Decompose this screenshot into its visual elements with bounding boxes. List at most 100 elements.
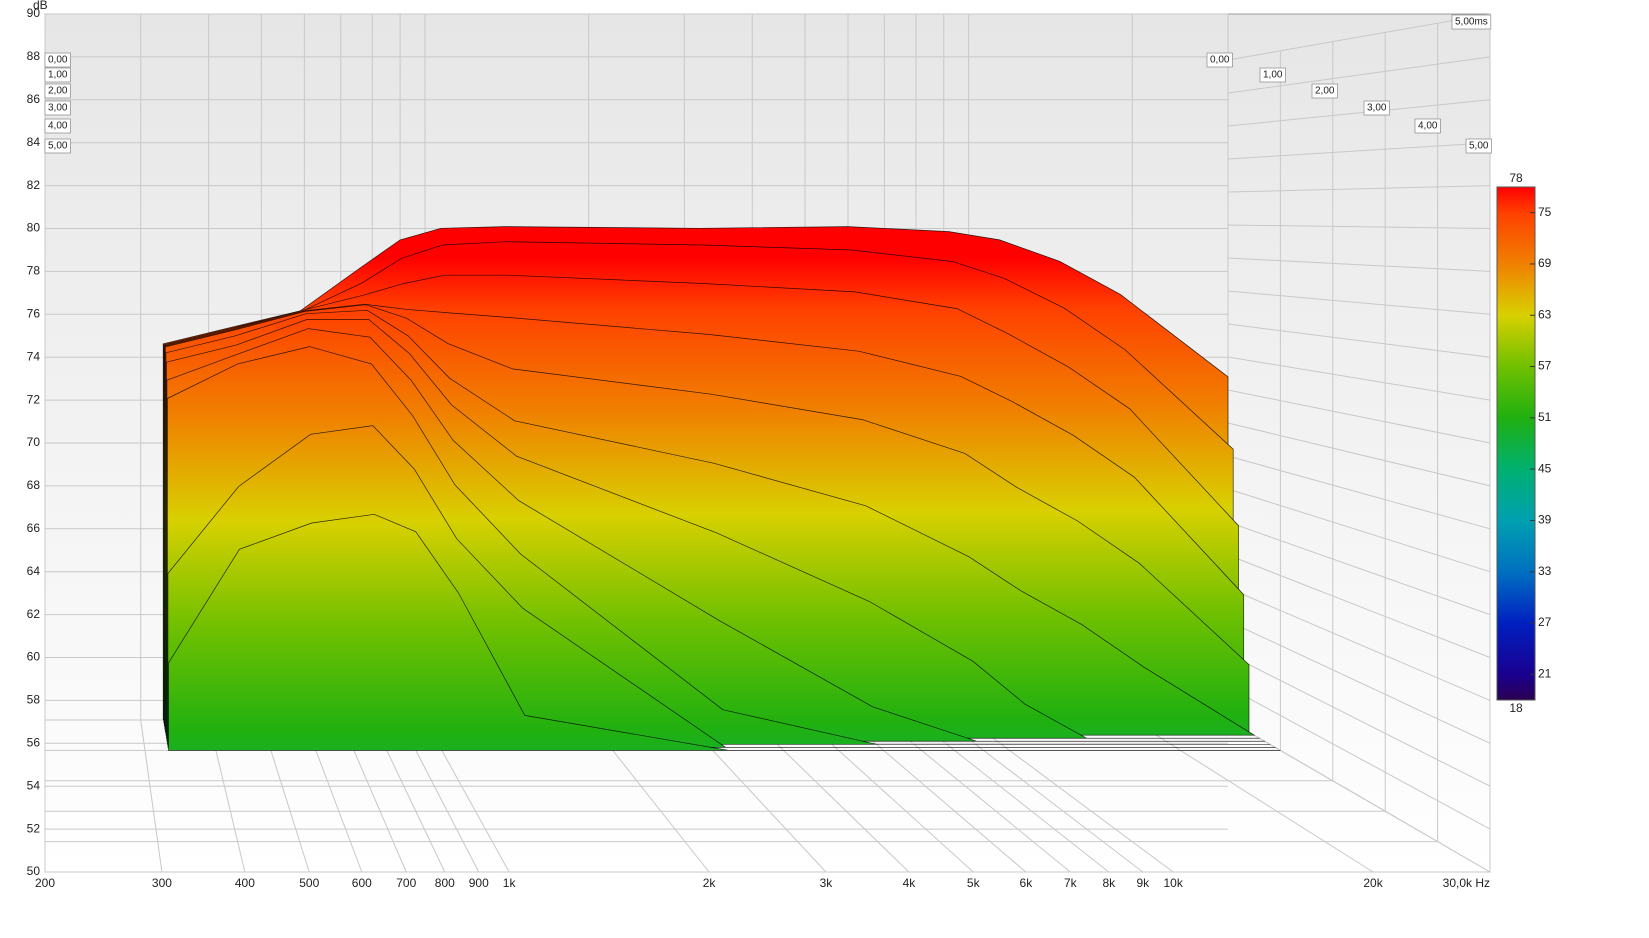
floor-grid-line: [804, 719, 974, 873]
colorbar-tick-label: 57: [1538, 359, 1552, 373]
wall-grid-line: [1227, 620, 1491, 744]
colorbar-tick-label: 69: [1538, 256, 1552, 270]
wall-grid-line: [1227, 422, 1491, 487]
time-label-box: [44, 118, 71, 134]
y-tick-label: 60: [27, 650, 41, 664]
x-tick-label: 8k: [1102, 876, 1116, 890]
x-tick-label: 900: [469, 876, 489, 890]
wall-grid-line: [1227, 488, 1491, 573]
time-tick-label: 2,00: [1315, 86, 1335, 97]
x-tick-label: 9k: [1136, 876, 1150, 890]
x-tick-label: 10k: [1163, 876, 1183, 890]
wall-grid-line: [1227, 389, 1491, 444]
wall-grid-line: [1227, 224, 1491, 229]
floor-grid-line: [140, 719, 163, 873]
y-tick-label: 88: [27, 49, 41, 63]
x-tick-label: 3k: [820, 876, 834, 890]
time-label-box: [1414, 118, 1441, 134]
floor-grid-line: [943, 719, 1144, 873]
time-label-box: [1259, 67, 1286, 83]
colorbar-tick-label: 39: [1538, 513, 1552, 527]
time-label-box: [44, 100, 71, 116]
y-tick-label: 84: [27, 135, 41, 149]
wall-grid-line: [1227, 99, 1491, 127]
x-tick-label: 7k: [1064, 876, 1078, 890]
y-tick-label: 82: [27, 178, 41, 192]
colorbar-tick-label: 33: [1538, 564, 1552, 578]
time-tick-label: 5,00ms: [1455, 17, 1488, 28]
floor-grid-line: [1132, 719, 1374, 873]
colorbar-tick-label: 21: [1538, 667, 1552, 681]
time-label-box: [1311, 83, 1338, 99]
x-tick-label: 2k: [703, 876, 717, 890]
time-tick-label: 0,00: [48, 55, 68, 66]
colorbar-tick-label: 45: [1538, 461, 1552, 475]
y-tick-label: 56: [27, 735, 41, 749]
y-tick-label: 80: [27, 221, 41, 235]
colorbar-tick-label: 75: [1538, 205, 1552, 219]
colorbar-tick-label: 63: [1538, 307, 1552, 321]
colorbar-tick-label: 27: [1538, 615, 1552, 629]
y-tick-label: 62: [27, 607, 41, 621]
slice: [168, 513, 1281, 751]
wall-grid-line: [1227, 554, 1491, 658]
wall-grid-line: [1227, 257, 1491, 272]
colorbar-tick-label: 18: [1509, 701, 1523, 715]
wall-grid-line: [1227, 323, 1491, 358]
wall-grid-line: [1227, 587, 1491, 701]
y-axis-label: dB: [33, 0, 48, 12]
time-label-box: [44, 52, 71, 68]
x-tick-label: 700: [396, 876, 416, 890]
floor-grid-line: [884, 719, 1071, 873]
x-tick-label: 500: [299, 876, 319, 890]
floor-grid-line: [1227, 719, 1491, 873]
time-tick-label: 1,00: [48, 70, 68, 81]
wall-grid-line: [1227, 356, 1491, 401]
y-tick-label: 72: [27, 392, 41, 406]
colorbar-tick-label: 51: [1538, 410, 1552, 424]
time-tick-label: 4,00: [1418, 121, 1438, 132]
x-tick-label: 4k: [903, 876, 917, 890]
y-tick-label: 74: [27, 349, 41, 363]
wall-grid-line: [1227, 653, 1491, 787]
x-tick-label: 6k: [1020, 876, 1034, 890]
x-tick-label: 600: [352, 876, 372, 890]
time-label-box: [44, 67, 71, 83]
y-tick-label: 54: [27, 778, 41, 792]
floor-grid-line: [915, 719, 1110, 873]
time-label-box: [1363, 100, 1390, 116]
y-tick-label: 78: [27, 264, 41, 278]
time-tick-label: 3,00: [48, 103, 68, 114]
wall-grid-line: [1227, 13, 1491, 61]
time-tick-label: 0,00: [1210, 55, 1230, 66]
wall-grid-line: [1227, 686, 1491, 830]
y-tick-label: 70: [27, 435, 41, 449]
colorbar: [1496, 186, 1536, 701]
wall-grid-line: [1227, 142, 1491, 160]
wall-grid-line: [1227, 290, 1491, 315]
y-tick-label: 52: [27, 821, 41, 835]
wall-grid-line: [1227, 185, 1491, 193]
x-tick-label: 400: [235, 876, 255, 890]
wall-grid-line: [1227, 56, 1491, 94]
wall-grid-line: [1227, 521, 1491, 616]
floor-grid-line: [847, 719, 1027, 873]
y-tick-label: 86: [27, 92, 41, 106]
time-label-box: [1451, 14, 1492, 30]
wall-grid-line: [1227, 455, 1491, 530]
floor-grid-line: [751, 719, 910, 873]
y-tick-label: 58: [27, 693, 41, 707]
time-tick-label: 1,00: [1263, 70, 1283, 81]
y-tick-label: 66: [27, 521, 41, 535]
colorbar-tick-label: 78: [1509, 171, 1523, 185]
y-tick-label: 50: [27, 864, 41, 878]
y-tick-label: 90: [27, 6, 41, 20]
x-tick-label: 5k: [967, 876, 981, 890]
floor-grid-line: [968, 719, 1174, 873]
x-tick-label: 1k: [503, 876, 517, 890]
x-tick-label: 200: [35, 876, 55, 890]
y-tick-label: 68: [27, 478, 41, 492]
time-label-box: [44, 83, 71, 99]
y-tick-label: 64: [27, 564, 41, 578]
